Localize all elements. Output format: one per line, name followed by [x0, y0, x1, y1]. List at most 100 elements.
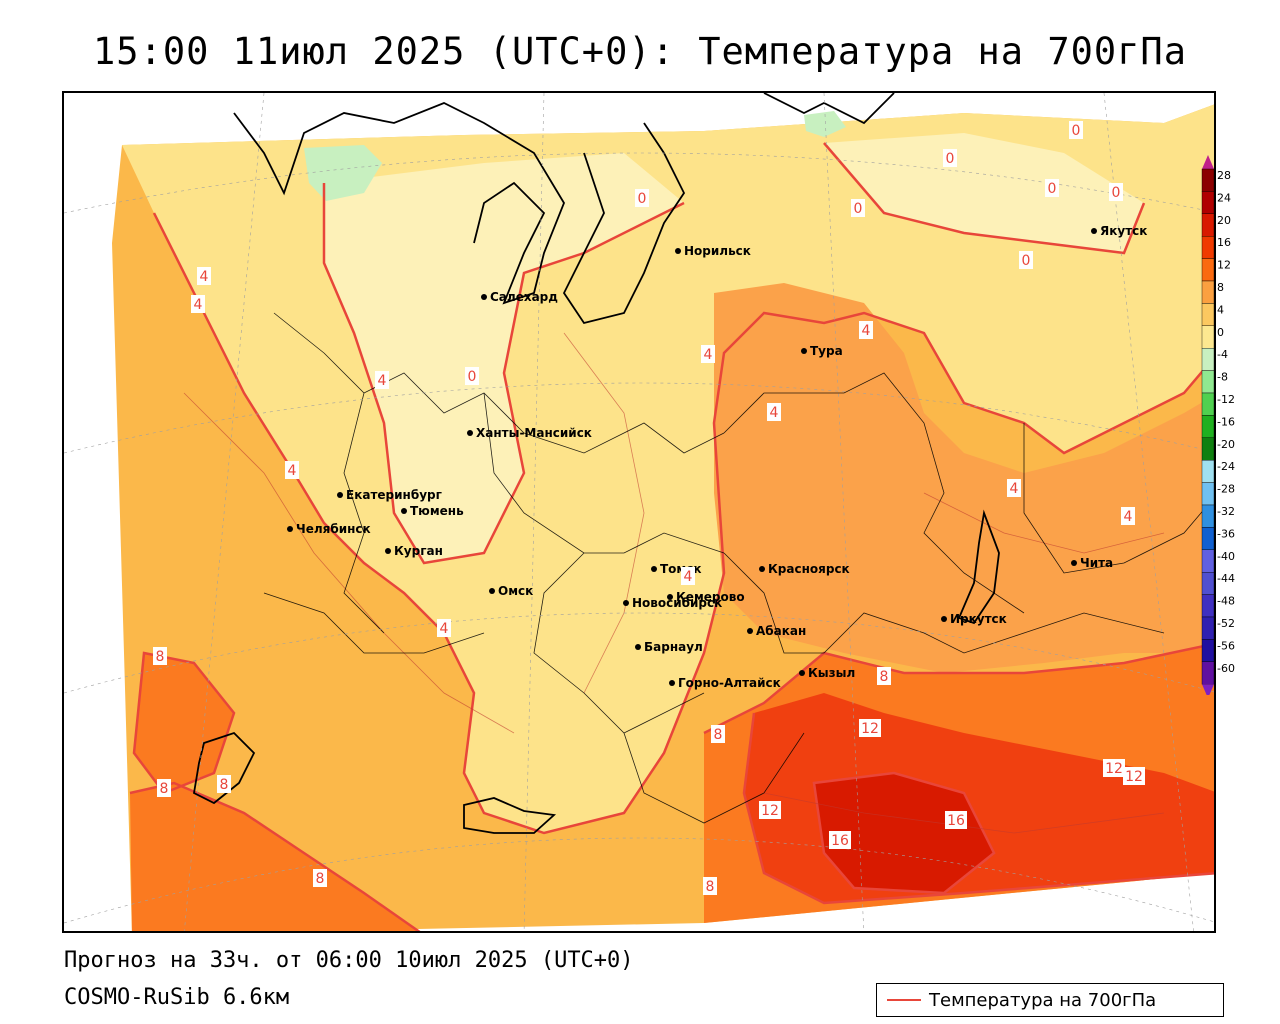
colorbar-segment: [1201, 437, 1215, 461]
city-marker[interactable]: Омск: [489, 584, 533, 598]
colorbar-tick: -28: [1217, 483, 1235, 496]
isotherm-label: 4: [681, 567, 695, 585]
isotherm-value: 4: [862, 323, 871, 339]
cold-spot-north: [804, 111, 846, 137]
colorbar-tick: 28: [1217, 169, 1231, 182]
isotherm-value: 4: [770, 405, 779, 421]
isotherm-label-bg: [829, 831, 851, 849]
map-panel[interactable]: Салехард Норильск Якутск Тура Ханты-Мансийск…: [62, 91, 1216, 933]
isotherm-label: 0: [1109, 183, 1123, 201]
isotherm-value: 0: [638, 191, 647, 207]
city-marker[interactable]: Якутск: [1091, 224, 1147, 238]
colorbar-tick: 0: [1217, 326, 1224, 339]
isotherm-label: 12: [759, 801, 781, 819]
city-name: Челябинск: [296, 522, 371, 536]
city-marker[interactable]: Челябинск: [287, 522, 371, 536]
isotherm-label-bg: [877, 667, 891, 685]
isotherm-label: 8: [313, 869, 327, 887]
isotherm-value: 8: [714, 727, 723, 743]
isotherm-label-bg: [191, 295, 205, 313]
city-name: Чита: [1080, 556, 1113, 570]
isotherm-value: 12: [861, 721, 879, 737]
city-marker[interactable]: Горно-Алтайск: [669, 676, 781, 690]
band-8-12-southwest: [130, 783, 419, 931]
temperature-map[interactable]: Салехард Норильск Якутск Тура Ханты-Мансийск…: [64, 93, 1216, 933]
colorbar-tick: -4: [1217, 348, 1228, 361]
isotherm-value: 8: [156, 649, 165, 665]
isotherm-value: 4: [200, 269, 209, 285]
isotherm-value: 0: [1072, 123, 1081, 139]
city-dot: [759, 566, 765, 572]
isotherm-label: 0: [1019, 251, 1033, 269]
colorbar-segment: [1201, 325, 1215, 349]
isotherm-label-bg: [943, 149, 957, 167]
city-marker[interactable]: Тюмень: [401, 504, 464, 518]
city-marker[interactable]: Екатеринбург: [337, 488, 442, 502]
city-marker[interactable]: Иркутск: [941, 612, 1007, 626]
city-marker[interactable]: Чита: [1071, 556, 1113, 570]
colorbar-max-arrow: [1202, 155, 1214, 169]
isotherm-label-bg: [1069, 121, 1083, 139]
city-marker[interactable]: Новосибирск: [623, 596, 722, 610]
city-dot: [481, 294, 487, 300]
isotherm-value: 8: [706, 879, 715, 895]
city-marker[interactable]: Красноярск: [759, 562, 850, 576]
isotherm-label: 0: [1045, 179, 1059, 197]
isotherm-label: 4: [1007, 479, 1021, 497]
minor-isotherms: [183, 332, 1165, 834]
band-minus4-0: [324, 153, 684, 563]
colorbar-tick: -40: [1217, 550, 1235, 563]
isotherm-label: 4: [701, 345, 715, 363]
colorbar-segment: [1201, 639, 1215, 662]
colorbar-tick: -36: [1217, 527, 1235, 540]
city-name: Якутск: [1100, 224, 1147, 238]
isotherm-label-bg: [197, 267, 211, 285]
city-marker[interactable]: Абакан: [747, 624, 806, 638]
colorbar-tick: -12: [1217, 393, 1235, 406]
isotherm-value: 16: [831, 833, 849, 849]
map-title: 15:00 11июл 2025 (UTC+0): Температура на…: [93, 30, 1187, 73]
isotherm-value: 8: [880, 669, 889, 685]
city-marker[interactable]: Ханты-Мансийск: [467, 426, 592, 440]
band-8-12-west: [134, 653, 234, 793]
city-marker[interactable]: Барнаул: [635, 640, 703, 654]
isotherm-label-bg: [465, 367, 479, 385]
city-marker[interactable]: Кемерово: [667, 590, 745, 604]
city-name: Ханты-Мансийск: [476, 426, 592, 440]
isotherm-label-bg: [711, 725, 725, 743]
model-name: COSMO-RuSib 6.6км: [64, 985, 290, 1010]
isotherm-value: 4: [1010, 481, 1019, 497]
city-marker[interactable]: Тура: [801, 344, 843, 358]
legend-label: Температура на 700гПа: [929, 989, 1157, 1011]
colorbar-tick: 12: [1217, 259, 1231, 272]
colorbar-segment: [1201, 549, 1215, 573]
colorbar-tick: 4: [1217, 303, 1224, 316]
city-dot: [799, 670, 805, 676]
city-marker[interactable]: Кызыл: [799, 666, 855, 680]
colorbar-segment: [1201, 280, 1215, 304]
city-name: Барнаул: [644, 640, 703, 654]
colorbar-segment: [1201, 213, 1215, 237]
colorbar-segment: [1201, 415, 1215, 438]
colorbar: 28 24 20 16 12 8 4 0 -4 -8 -12 -16 -20 -24 -28 -32 -36 -4…: [1196, 155, 1280, 699]
city-marker[interactable]: Норильск: [675, 244, 751, 258]
cities-layer: Салехард Норильск Якутск Тура Ханты-Мансийск…: [287, 224, 1147, 690]
isotherm-label: 0: [943, 149, 957, 167]
colorbar-tick: 16: [1217, 236, 1231, 249]
city-name: Салехард: [490, 290, 558, 304]
colorbar-tick: 24: [1217, 191, 1231, 204]
city-marker[interactable]: Салехард: [481, 290, 558, 304]
isotherm-value: 0: [1112, 185, 1121, 201]
city-dot: [635, 644, 641, 650]
colorbar-tick: -52: [1217, 617, 1235, 630]
colorbar-segment: [1201, 572, 1215, 595]
isotherm-label-bg: [1121, 507, 1135, 525]
isotherm-value: 0: [946, 151, 955, 167]
colorbar-segment: [1201, 168, 1215, 192]
city-name: Абакан: [756, 624, 806, 638]
isotherm-label-bg: [1103, 759, 1125, 777]
isotherm-label-bg: [285, 461, 299, 479]
isotherm-value: 12: [1105, 761, 1123, 777]
city-name: Красноярск: [768, 562, 850, 576]
city-marker[interactable]: Курган: [385, 544, 443, 558]
